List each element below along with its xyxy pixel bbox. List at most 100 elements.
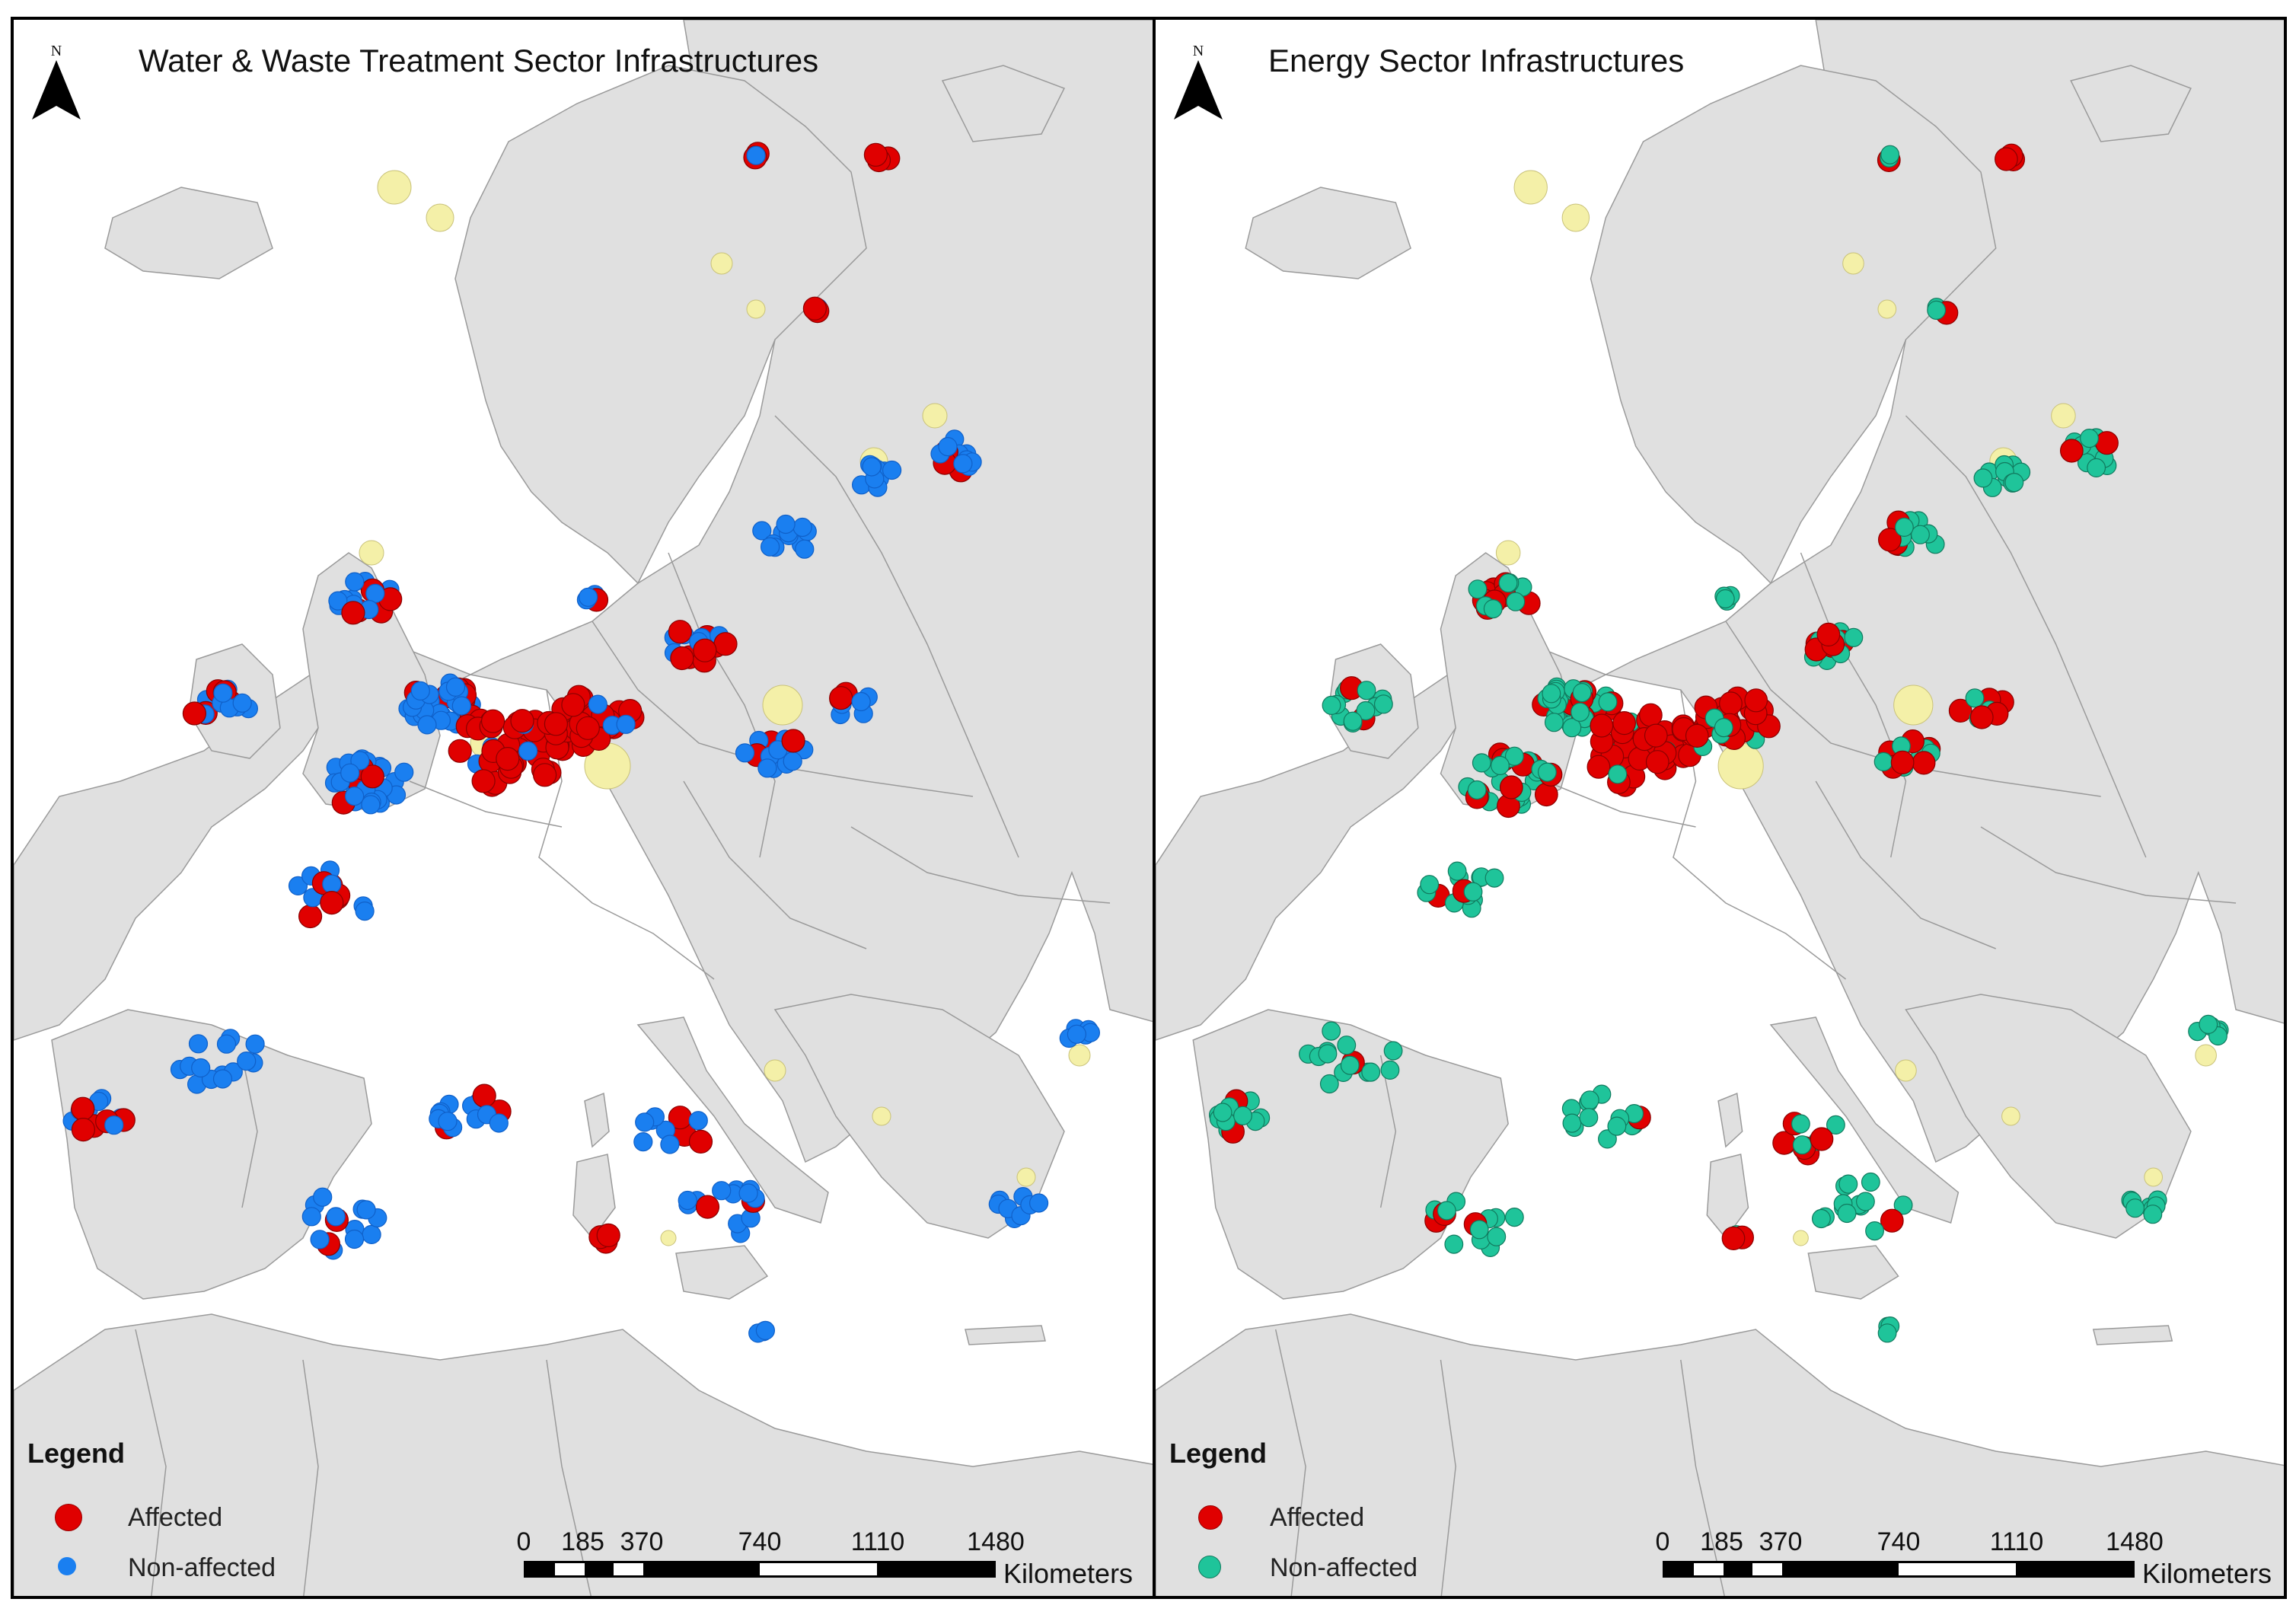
nonaffected-site-marker — [313, 1187, 333, 1207]
affected-site-marker — [561, 693, 585, 717]
affected-site-marker — [1948, 698, 1972, 723]
nonaffected-site-marker — [328, 591, 348, 611]
affected-site-marker — [71, 1117, 96, 1142]
nonaffected-site-marker — [489, 1113, 509, 1133]
legend-title: Legend — [27, 1438, 126, 1469]
nonaffected-site-marker — [1322, 695, 1341, 716]
scandinavia-land — [1590, 65, 1997, 585]
nonaffected-site-marker — [1838, 1174, 1858, 1194]
nonaffected-site-marker — [1572, 682, 1592, 703]
nonaffected-site-marker — [1714, 717, 1733, 738]
nonaffected-site-marker — [1504, 1207, 1524, 1227]
nonaffected-site-marker — [212, 1069, 233, 1089]
nonaffected-site-marker — [1463, 882, 1483, 902]
nonaffected-site-marker — [2199, 1014, 2218, 1035]
country-border — [409, 780, 563, 828]
affected-site-marker — [693, 638, 717, 662]
map-legend: Legend Affected Non-affected — [27, 1438, 276, 1593]
country-border — [683, 780, 867, 949]
nonaffected-site-marker — [882, 460, 902, 480]
sicily-land — [675, 1245, 769, 1300]
affected-site-marker — [1586, 755, 1611, 779]
affected-site-marker — [713, 632, 738, 656]
nonaffected-site-marker — [1537, 762, 1557, 782]
nonaffected-site-marker — [361, 795, 381, 815]
nonaffected-site-marker — [588, 694, 607, 714]
scale-tick: 370 — [1759, 1527, 1803, 1556]
scale-tick: 185 — [1700, 1527, 1743, 1556]
nonaffected-site-marker — [1498, 573, 1518, 593]
flood-zone — [2051, 403, 2076, 429]
legend-item-affected: Affected — [1169, 1492, 1417, 1543]
nonaffected-site-marker — [1598, 692, 1618, 712]
nonaffected-site-marker — [1322, 1021, 1341, 1041]
affected-site-marker — [471, 769, 496, 793]
nonaffected-site-marker — [1544, 713, 1564, 732]
nonaffected-site-marker — [1542, 684, 1561, 704]
sicily-land — [1807, 1245, 1899, 1300]
nonaffected-site-marker — [1608, 764, 1628, 784]
nonaffected-site-marker — [1343, 711, 1363, 731]
north-label: N — [50, 43, 62, 59]
north-arrow-icon: N — [1174, 43, 1223, 125]
scale-bar: 0 185 370 740 1110 1480 Kilometers — [517, 1527, 1134, 1589]
nonaffected-site-marker — [104, 1115, 124, 1135]
scale-bar-graphic — [1663, 1561, 2135, 1578]
nonaffected-site-marker — [1447, 861, 1467, 881]
nonaffected-site-marker — [1893, 1195, 1913, 1215]
nonaffected-site-marker — [1318, 1044, 1338, 1064]
flood-zone — [1016, 1167, 1036, 1187]
sardinia-land — [572, 1154, 616, 1240]
scale-tick: 1480 — [2106, 1527, 2164, 1556]
legend-item-nonaffected: Non-affected — [1169, 1543, 1417, 1593]
nonaffected-site-marker — [1607, 1116, 1627, 1136]
nonaffected-site-marker — [1792, 1135, 1812, 1155]
nonaffected-site-marker — [365, 583, 385, 604]
north-arrow-icon: N — [32, 43, 81, 125]
flood-zone — [2144, 1167, 2163, 1187]
nonaffected-site-marker — [451, 696, 471, 716]
nonaffected-site-marker — [1028, 1193, 1049, 1213]
italy-land — [1769, 1016, 1960, 1224]
affected-site-marker — [1912, 751, 1936, 775]
map-legend: Legend Affected Non-affected — [1169, 1438, 1417, 1593]
nonaffected-site-marker — [1468, 579, 1488, 599]
nonaffected-site-marker — [232, 693, 252, 713]
balkans-land — [1905, 994, 2192, 1239]
nonaffected-site-marker — [1233, 1106, 1252, 1125]
affected-site-marker — [2095, 431, 2119, 455]
affected-site-marker — [1644, 723, 1668, 748]
nonaffected-site-marker — [1487, 1227, 1507, 1246]
nonaffected-site-marker — [616, 714, 636, 734]
flood-zone — [922, 403, 948, 429]
nonaffected-site-marker — [1444, 1234, 1464, 1254]
affected-site-marker — [695, 1195, 720, 1219]
nonaffected-site-marker — [1420, 875, 1440, 895]
legend-label-affected: Affected — [128, 1502, 223, 1532]
nonaffected-site-marker — [795, 539, 815, 559]
country-border — [1725, 621, 2101, 797]
nonaffected-site-marker — [1927, 300, 1947, 320]
nonaffected-site-marker — [1373, 694, 1393, 714]
affected-site-marker — [1995, 147, 2018, 171]
nonaffected-site-marker — [1337, 1036, 1357, 1055]
flood-zone — [1895, 1059, 1917, 1082]
flood-zone — [1068, 1044, 1091, 1067]
affected-site-marker — [1612, 710, 1636, 736]
affected-site-marker — [472, 1083, 496, 1108]
nonaffected-site-marker — [322, 874, 342, 894]
nonaffected-site-marker — [1380, 1060, 1400, 1080]
nonaffected-site-marker — [2004, 472, 2024, 493]
nonaffected-site-marker — [213, 683, 233, 703]
flood-zone — [1561, 203, 1590, 232]
country-border — [1274, 1329, 1306, 1596]
nonaffected-site-marker — [1213, 1103, 1233, 1122]
country-border — [1980, 826, 2237, 904]
energy-map-panel: N Energy Sector Infrastructures Legend A… — [1153, 17, 2287, 1599]
nonaffected-site-marker — [1865, 1221, 1884, 1241]
red-circle-icon — [1198, 1505, 1223, 1530]
flood-zone — [359, 540, 384, 566]
affected-site-marker — [1877, 528, 1902, 552]
panel-title: Energy Sector Infrastructures — [1268, 43, 1685, 78]
affected-site-marker — [1880, 1208, 1904, 1233]
